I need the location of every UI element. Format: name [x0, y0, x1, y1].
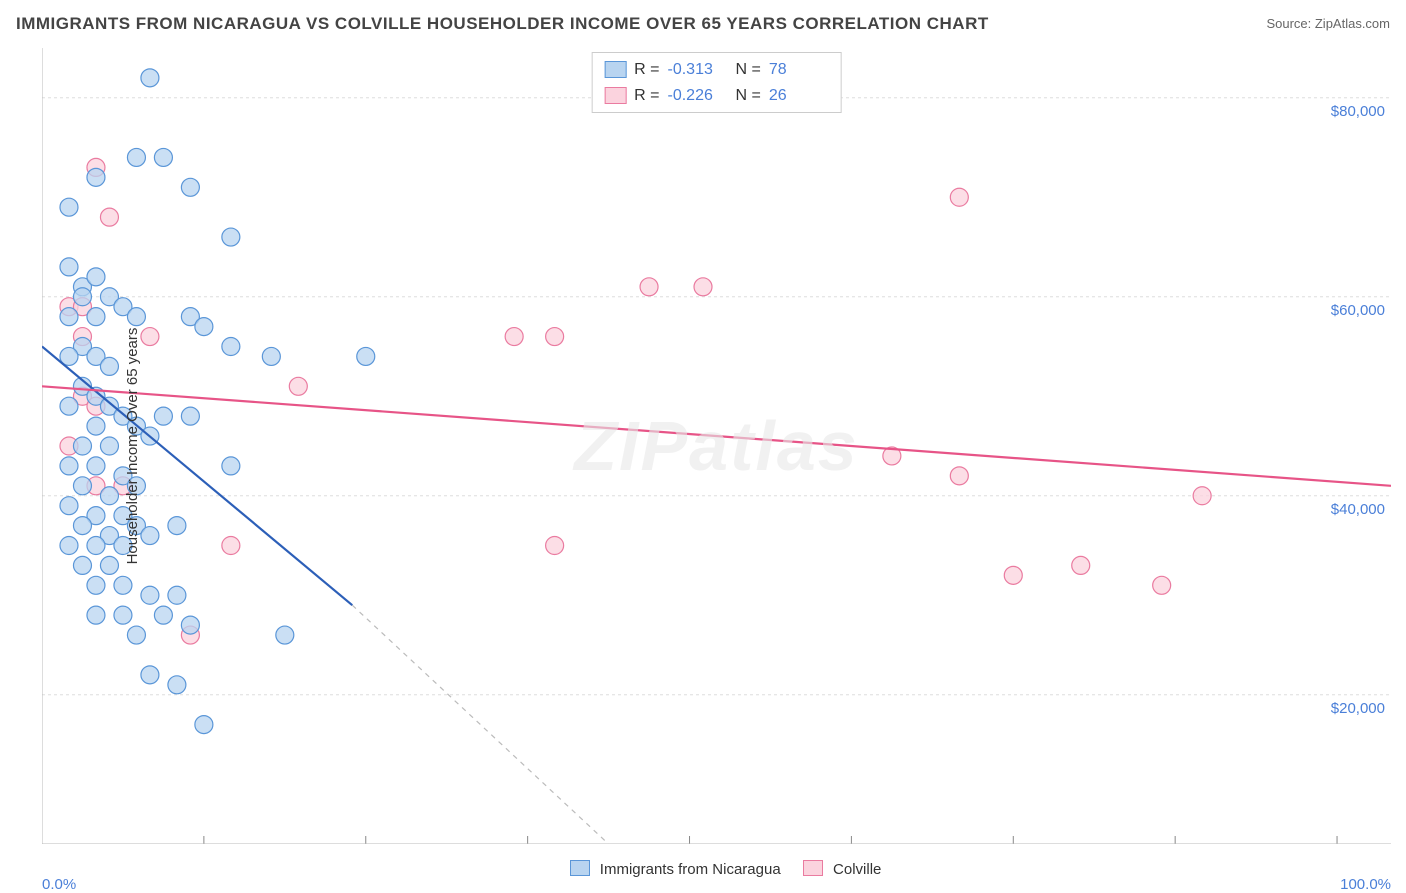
legend-label-colville: Colville: [833, 861, 881, 878]
chart-area: Householder Income Over 65 years ZIPatla…: [42, 48, 1391, 844]
x-max-label: 100.0%: [1340, 876, 1391, 893]
r-value-a: -0.313: [668, 57, 728, 83]
n-value-a: 78: [769, 57, 829, 83]
legend-label-nicaragua: Immigrants from Nicaragua: [600, 861, 781, 878]
stats-legend: R = -0.313 N = 78 R = -0.226 N = 26: [591, 52, 842, 113]
swatch-nicaragua: [604, 61, 626, 78]
r-label: R =: [634, 57, 659, 83]
source-name: ZipAtlas.com: [1315, 16, 1390, 31]
legend-swatch-nicaragua: [570, 860, 590, 876]
r-value-b: -0.226: [668, 83, 728, 109]
svg-text:$60,000: $60,000: [1331, 302, 1385, 319]
x-min-label: 0.0%: [42, 876, 76, 893]
svg-text:$40,000: $40,000: [1331, 501, 1385, 518]
svg-text:$20,000: $20,000: [1331, 700, 1385, 717]
r-label: R =: [634, 83, 659, 109]
legend-swatch-colville: [803, 860, 823, 876]
bottom-legend: Immigrants from Nicaragua Colville: [42, 860, 1391, 878]
chart-title: IMMIGRANTS FROM NICARAGUA VS COLVILLE HO…: [16, 14, 989, 33]
scatter-plot: $20,000 $40,000 $60,000 $80,000: [42, 48, 1391, 844]
source-credit: Source: ZipAtlas.com: [1266, 16, 1390, 31]
stats-row-b: R = -0.226 N = 26: [604, 83, 829, 109]
y-axis-label: Householder Income Over 65 years: [124, 328, 141, 565]
n-label: N =: [736, 57, 761, 83]
n-value-b: 26: [769, 83, 829, 109]
swatch-colville: [604, 87, 626, 104]
source-label: Source:: [1266, 16, 1314, 31]
stats-row-a: R = -0.313 N = 78: [604, 57, 829, 83]
chart-header: IMMIGRANTS FROM NICARAGUA VS COLVILLE HO…: [16, 14, 1390, 44]
n-label: N =: [736, 83, 761, 109]
svg-text:$80,000: $80,000: [1331, 103, 1385, 120]
